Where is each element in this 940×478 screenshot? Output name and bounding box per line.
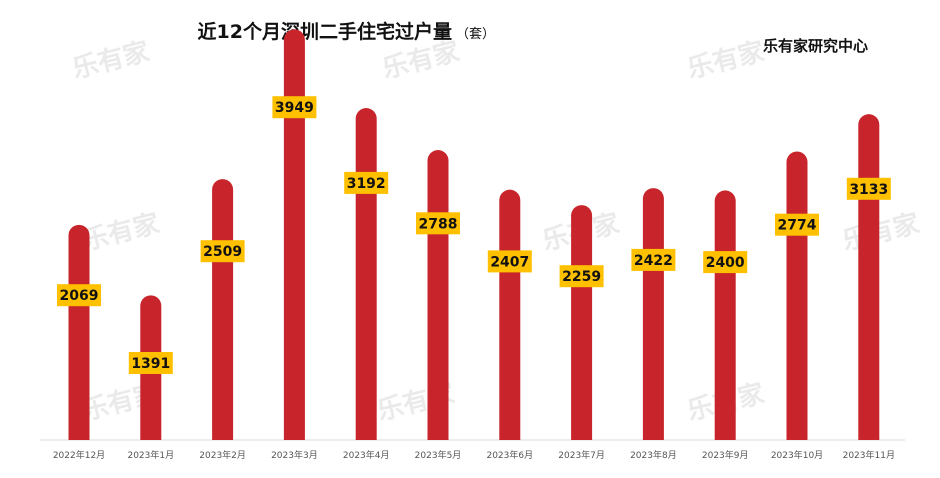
data-label: 2509	[200, 240, 245, 263]
x-tick-label: 2023年3月	[271, 449, 318, 461]
data-label-text: 2259	[562, 269, 601, 285]
bar	[786, 151, 808, 440]
x-tick-label: 2022年12月	[53, 449, 105, 461]
data-label-text: 2788	[419, 216, 458, 232]
x-tick-label: 2023年11月	[843, 449, 895, 461]
data-label-box	[416, 212, 460, 235]
chart-title: 近12个月深圳二手住宅过户量	[198, 20, 452, 43]
x-tick-label: 2023年8月	[630, 449, 677, 461]
bar	[212, 179, 234, 440]
x-tick-label: 2023年10月	[771, 449, 823, 461]
data-label: 3192	[344, 171, 389, 194]
data-label-box	[272, 96, 317, 119]
x-tick-label: 2023年6月	[486, 449, 533, 461]
source-label: 乐有家研究中心	[763, 37, 868, 55]
svg-text:乐有家: 乐有家	[684, 36, 767, 85]
x-tick-label: 2023年4月	[343, 449, 390, 461]
data-label-text: 3192	[347, 176, 386, 192]
data-label: 2422	[631, 248, 676, 271]
data-label-text: 2407	[490, 254, 529, 270]
x-tick-label: 2023年7月	[558, 449, 605, 461]
chart-title-unit: （套）	[456, 26, 495, 42]
data-label-box	[57, 284, 101, 307]
svg-text:乐有家: 乐有家	[379, 36, 462, 85]
data-label: 2400	[703, 251, 748, 274]
data-label: 2407	[487, 250, 532, 273]
watermark-logo: 乐有家	[839, 208, 922, 257]
data-label-text: 2509	[203, 244, 242, 260]
svg-text:乐有家: 乐有家	[839, 208, 922, 257]
bar	[68, 224, 90, 440]
data-label-box	[631, 248, 676, 271]
data-label: 2259	[559, 265, 604, 288]
bar	[571, 205, 593, 440]
bar	[283, 29, 305, 440]
watermark-logo: 乐有家	[79, 208, 162, 257]
x-tick-label: 2023年1月	[127, 449, 174, 461]
bar	[427, 150, 449, 440]
bar	[499, 189, 521, 440]
data-label-box	[128, 352, 173, 374]
watermark-logo: 乐有家	[684, 36, 767, 85]
data-label-text: 2069	[60, 288, 99, 304]
data-label: 3949	[272, 96, 317, 119]
data-label: 1391	[128, 352, 173, 374]
watermark-logo: 乐有家	[69, 36, 152, 85]
bars-layer	[68, 29, 880, 441]
svg-text:乐有家: 乐有家	[79, 208, 162, 257]
x-tick-labels-layer: 2022年12月 2023年1月 2023年2月 2023年3月 2023年4月 2023…	[53, 449, 895, 461]
data-label: 2788	[416, 212, 460, 235]
data-label-box	[344, 171, 389, 194]
bar	[714, 190, 736, 440]
data-label-text: 2422	[634, 253, 673, 269]
data-label-box	[703, 251, 748, 274]
x-tick-label: 2023年9月	[702, 449, 749, 461]
data-label: 3133	[846, 177, 891, 200]
data-label-text: 2400	[706, 255, 745, 271]
bar	[355, 108, 377, 440]
data-labels-layer: 2069 1391 2509 3949 3192 2788 2407 2259 2422 2400…	[57, 96, 891, 374]
data-label-box	[487, 250, 532, 273]
data-label: 2774	[775, 213, 819, 236]
data-label-text: 3949	[275, 100, 314, 116]
data-label-text: 2774	[778, 218, 817, 234]
data-label-text: 3133	[849, 182, 888, 198]
bar	[642, 188, 664, 440]
data-label-box	[846, 177, 891, 200]
bar	[858, 114, 880, 441]
data-label-box	[775, 213, 819, 236]
data-label-text: 1391	[131, 356, 170, 372]
data-label: 2069	[57, 284, 101, 307]
data-label-box	[559, 265, 604, 288]
svg-text:乐有家: 乐有家	[69, 36, 152, 85]
watermark-logo: 乐有家	[379, 36, 462, 85]
data-label-box	[200, 240, 245, 263]
x-tick-label: 2023年5月	[415, 449, 462, 461]
x-tick-label: 2023年2月	[199, 449, 246, 461]
